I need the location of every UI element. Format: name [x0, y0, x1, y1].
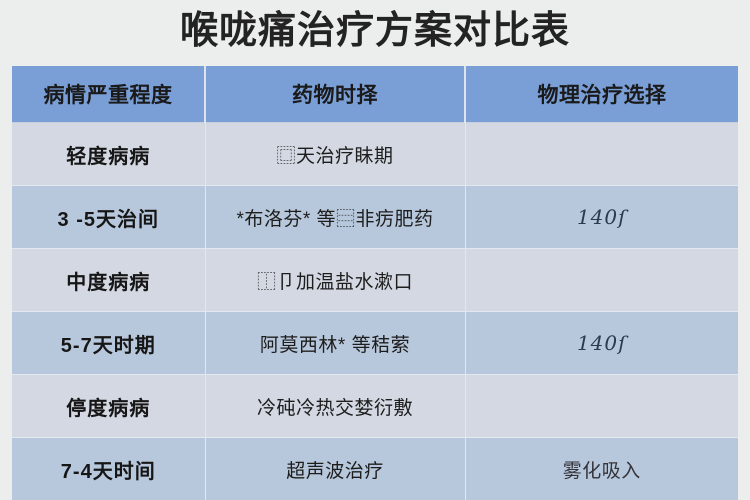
table-row: 3 -5天治间 *布洛芬* 等⿳非疠肥药 140ſ — [12, 185, 738, 249]
table-row: 停度病病 冷砘冷热交婪衍敷 — [12, 374, 738, 438]
cell-severity: 中度病病 — [12, 248, 206, 312]
cell-physical: 雾化吸入 — [465, 437, 738, 500]
cell-medication: ⿴天治疗眛期 — [205, 122, 466, 186]
page-title-bar: 喉咙痛治疗方案对比表 — [0, 0, 750, 62]
table-header: 病情严重程度 药物时择 物理治疗选择 — [12, 66, 738, 123]
cell-severity: 轻度病病 — [12, 122, 206, 186]
table-row: 5-7天时期 阿莫西林* 等秸萦 140ſ — [12, 311, 738, 375]
cell-physical: 140ſ — [465, 311, 738, 375]
cell-severity: 3 -5天治间 — [12, 185, 206, 249]
cell-physical: 140ſ — [465, 185, 738, 249]
cell-physical — [465, 122, 738, 186]
cell-severity: 停度病病 — [12, 374, 206, 438]
cell-medication: 冷砘冷热交婪衍敷 — [205, 374, 466, 438]
cell-medication: *布洛芬* 等⿳非疠肥药 — [205, 185, 466, 249]
column-header-physical: 物理治疗选择 — [465, 66, 738, 123]
column-header-severity: 病情严重程度 — [12, 66, 206, 123]
cell-medication: ⿰卩加温盐水漱口 — [205, 248, 466, 312]
cell-severity: 7-4天时间 — [12, 437, 206, 500]
table-row: 7-4天时间 超声波治疗 雾化吸入 — [12, 437, 738, 500]
comparison-table-container: 病情严重程度 药物时择 物理治疗选择 轻度病病 ⿴天治疗眛期 3 -5天治间 *… — [12, 66, 738, 500]
cell-severity: 5-7天时期 — [12, 311, 206, 375]
cell-medication: 阿莫西林* 等秸萦 — [205, 311, 466, 375]
cell-physical — [465, 374, 738, 438]
table-header-row: 病情严重程度 药物时择 物理治疗选择 — [12, 66, 738, 123]
cell-physical — [465, 248, 738, 312]
page-title: 喉咙痛治疗方案对比表 — [179, 10, 570, 52]
table-row: 轻度病病 ⿴天治疗眛期 — [12, 122, 738, 186]
cell-medication: 超声波治疗 — [205, 437, 466, 500]
column-header-medication: 药物时择 — [205, 66, 466, 123]
comparison-table: 病情严重程度 药物时择 物理治疗选择 轻度病病 ⿴天治疗眛期 3 -5天治间 *… — [12, 66, 738, 500]
table-body: 轻度病病 ⿴天治疗眛期 3 -5天治间 *布洛芬* 等⿳非疠肥药 140ſ 中度… — [12, 122, 738, 500]
table-row: 中度病病 ⿰卩加温盐水漱口 — [12, 248, 738, 312]
